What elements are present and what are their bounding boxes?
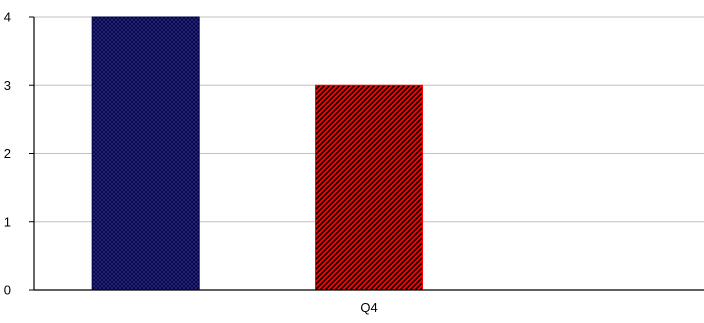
axes	[29, 16, 704, 291]
bar-1	[91, 16, 200, 291]
y-tick-label: 3	[4, 78, 11, 93]
x-tick-label: Q4	[360, 300, 377, 315]
bar-2	[315, 84, 423, 291]
y-tick-label: 4	[4, 10, 11, 25]
y-tick-label: 0	[4, 283, 11, 298]
y-tick-label: 2	[4, 146, 11, 161]
tick-labels: 0 1 2 3 4 Q4	[4, 10, 378, 316]
y-tick-label: 1	[4, 214, 11, 229]
